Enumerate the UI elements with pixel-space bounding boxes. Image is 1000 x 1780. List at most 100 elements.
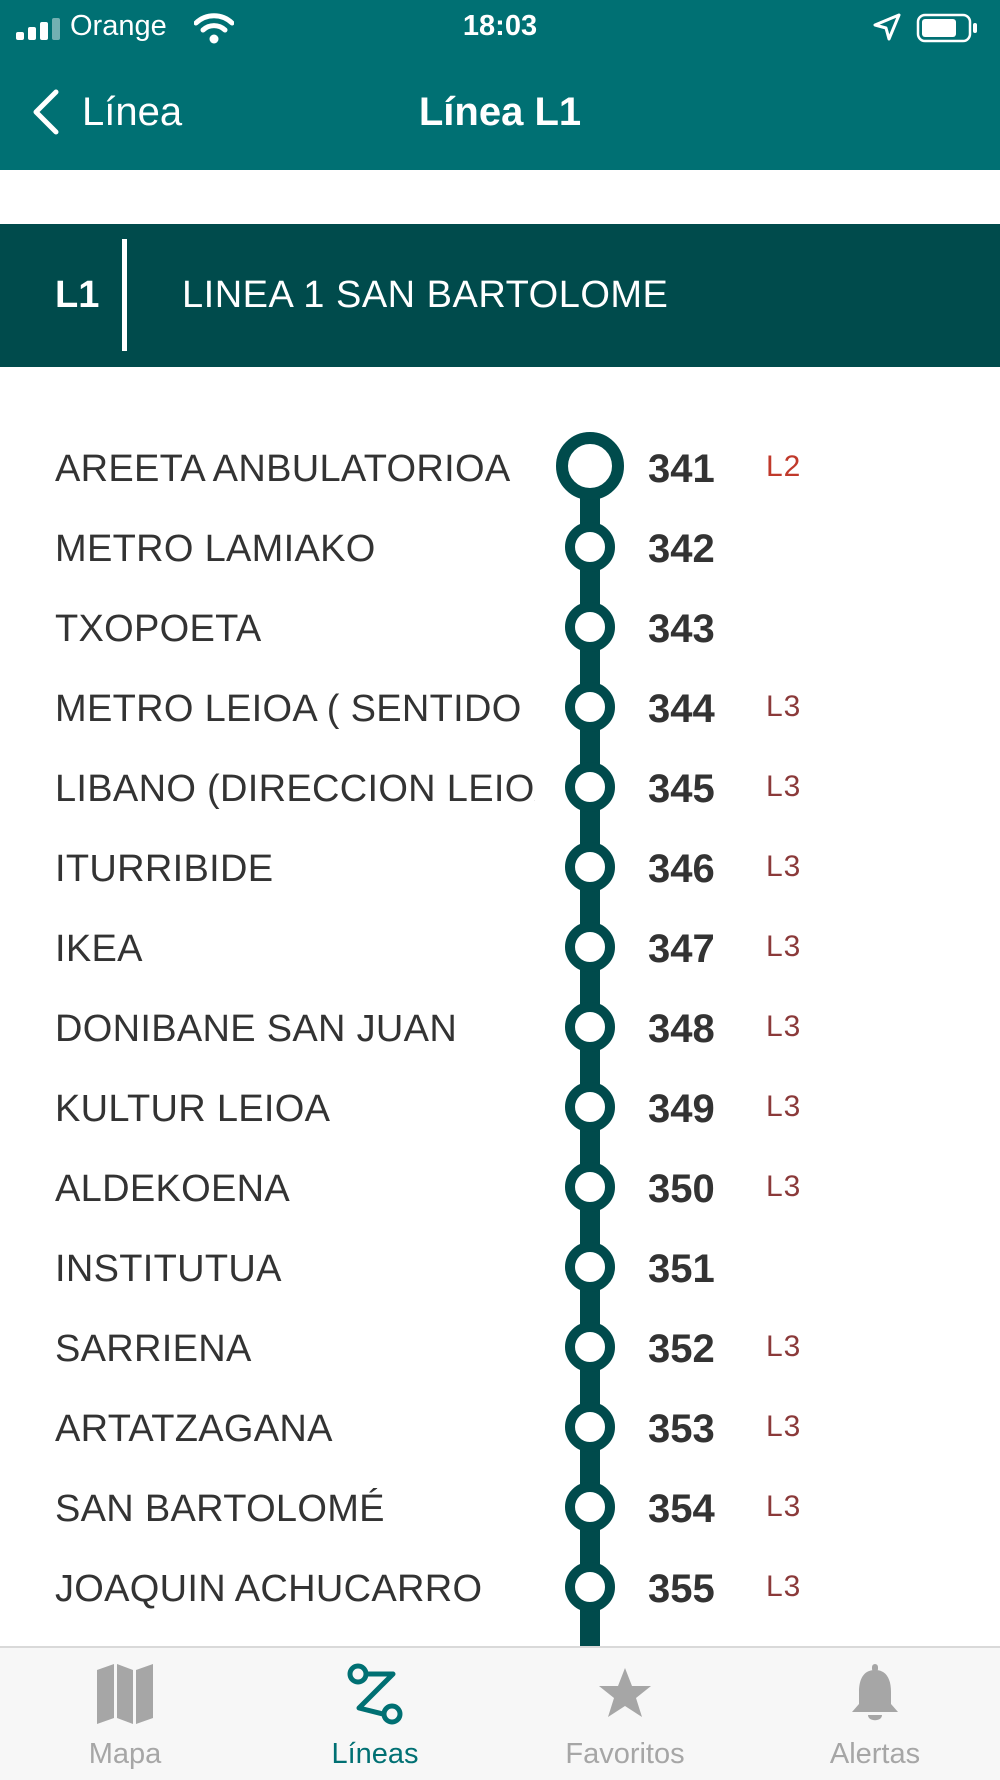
- stop-marker: [565, 842, 615, 892]
- stop-row[interactable]: SARRIENA 352 L3: [0, 1310, 1000, 1390]
- connection-badge: L3: [766, 690, 802, 723]
- stop-number: 352: [648, 1327, 715, 1371]
- line-code: L1: [55, 274, 100, 316]
- tab-label: Mapa: [88, 1738, 162, 1770]
- stop-row[interactable]: KULTUR LEIOA 349 L3: [0, 1070, 1000, 1150]
- stop-number: 353: [648, 1407, 715, 1451]
- connection-badge: L3: [766, 850, 802, 883]
- stop-row[interactable]: LIBANO (DIRECCION LEIOA 345 L3: [0, 750, 1000, 830]
- stop-name: ARTATZAGANA: [55, 1408, 333, 1450]
- back-button[interactable]: Línea: [30, 82, 182, 142]
- stop-marker: [565, 1162, 615, 1212]
- stop-number: 350: [648, 1167, 715, 1211]
- tab-mapa[interactable]: Mapa: [0, 1648, 250, 1780]
- connection-badge: L3: [766, 1090, 802, 1123]
- page-title: Línea L1: [418, 90, 582, 134]
- stop-marker: [565, 1082, 615, 1132]
- stop-number: 354: [648, 1487, 715, 1531]
- tab-bar: Mapa Líneas Favoritos Alertas: [0, 1646, 1000, 1780]
- bell-icon: [852, 1664, 898, 1721]
- stop-name: INSTITUTUA: [55, 1248, 282, 1290]
- line-header: L1 LINEA 1 SAN BARTOLOME: [0, 224, 1000, 367]
- connection-badge: L3: [766, 1010, 802, 1043]
- stop-number: 341: [648, 447, 715, 491]
- stop-number: 347: [648, 927, 715, 971]
- stops-list[interactable]: AREETA ANBULATORIOA 341 L2 METRO LAMIAKO 342…: [0, 430, 1000, 1646]
- stop-marker: [565, 682, 615, 732]
- stop-row[interactable]: SAN BARTOLOMÉ 354 L3: [0, 1470, 1000, 1550]
- stop-name: TXOPOETA: [55, 608, 262, 650]
- stop-marker: [565, 1002, 615, 1052]
- stop-marker: [565, 1482, 615, 1532]
- tab-label: Alertas: [829, 1738, 921, 1770]
- stop-marker: [565, 1562, 615, 1612]
- stop-number: 344: [648, 687, 715, 731]
- stop-name: LIBANO (DIRECCION LEIOA: [55, 768, 535, 810]
- tab-favoritos[interactable]: Favoritos: [500, 1648, 750, 1780]
- stop-number: 346: [648, 847, 715, 891]
- stop-name: METRO LEIOA ( SENTIDO: [55, 688, 522, 730]
- chevron-left-icon: [33, 89, 59, 135]
- route-icon: [347, 1663, 403, 1725]
- stop-row[interactable]: ITURRIBIDE 346 L3: [0, 830, 1000, 910]
- stop-number: 355: [648, 1567, 715, 1611]
- carrier-name: Orange: [70, 10, 167, 42]
- stop-row[interactable]: DONIBANE SAN JUAN 348 L3: [0, 990, 1000, 1070]
- status-bar: Orange 18:03: [0, 0, 1000, 56]
- connection-badge: L3: [766, 770, 802, 803]
- stop-row[interactable]: INSTITUTUA 351: [0, 1230, 1000, 1310]
- stop-row[interactable]: METRO LEIOA ( SENTIDO 344 L3: [0, 670, 1000, 750]
- stop-number: 351: [648, 1247, 715, 1291]
- stop-marker: [565, 1242, 615, 1292]
- location-arrow-icon: [873, 13, 901, 41]
- stop-number: 345: [648, 767, 715, 811]
- stop-row[interactable]: AREETA ANBULATORIOA 341 L2: [0, 430, 1000, 510]
- stop-name: SAN BARTOLOMÉ: [55, 1488, 385, 1530]
- stop-number: 342: [648, 527, 715, 571]
- line-name: LINEA 1 SAN BARTOLOME: [182, 274, 669, 316]
- connection-badge: L3: [766, 1570, 802, 1603]
- top-bar: Orange 18:03 Línea Línea L1: [0, 0, 1000, 170]
- star-icon: [599, 1668, 651, 1717]
- stop-marker: [565, 922, 615, 972]
- stop-row[interactable]: TXOPOETA 343: [0, 590, 1000, 670]
- tab-alertas[interactable]: Alertas: [750, 1648, 1000, 1780]
- stop-name: METRO LAMIAKO: [55, 528, 376, 570]
- stop-number: 349: [648, 1087, 715, 1131]
- stop-marker: [565, 522, 615, 572]
- tab-label: Líneas: [331, 1738, 419, 1770]
- status-time: 18:03: [462, 10, 538, 42]
- stop-number: 348: [648, 1007, 715, 1051]
- connection-badge: L3: [766, 930, 802, 963]
- stop-name: ITURRIBIDE: [55, 848, 274, 890]
- map-icon: [97, 1664, 153, 1724]
- stop-name: DONIBANE SAN JUAN: [55, 1008, 458, 1050]
- stop-row[interactable]: IKEA 347 L3: [0, 910, 1000, 990]
- connection-badge: L3: [766, 1170, 802, 1203]
- stop-marker: [556, 432, 624, 500]
- wifi-icon: [194, 13, 234, 44]
- stop-marker: [565, 1322, 615, 1372]
- stop-row[interactable]: METRO LAMIAKO 342: [0, 510, 1000, 590]
- back-button-label: Línea: [82, 89, 183, 134]
- stop-row[interactable]: JOAQUIN ACHUCARRO 355 L3: [0, 1550, 1000, 1630]
- stop-marker: [565, 1402, 615, 1452]
- stop-row[interactable]: ARTATZAGANA 353 L3: [0, 1390, 1000, 1470]
- signal-icon: [16, 18, 62, 40]
- stop-name: ALDEKOENA: [55, 1168, 291, 1210]
- connection-badge: L2: [766, 450, 802, 483]
- stop-name: JOAQUIN ACHUCARRO: [55, 1568, 483, 1610]
- navigation-bar: Línea Línea L1: [0, 56, 1000, 168]
- connection-badge: L3: [766, 1410, 802, 1443]
- stop-name: SARRIENA: [55, 1328, 252, 1370]
- stop-row[interactable]: ALDEKOENA 350 L3: [0, 1150, 1000, 1230]
- stop-number: 343: [648, 607, 715, 651]
- connection-badge: L3: [766, 1490, 802, 1523]
- connection-badge: L3: [766, 1330, 802, 1363]
- stop-marker: [565, 762, 615, 812]
- line-header-divider: [122, 239, 127, 351]
- battery-icon: [916, 13, 977, 43]
- stop-name: AREETA ANBULATORIOA: [55, 448, 511, 490]
- stop-name: IKEA: [55, 928, 143, 970]
- tab-lineas[interactable]: Líneas: [250, 1648, 500, 1780]
